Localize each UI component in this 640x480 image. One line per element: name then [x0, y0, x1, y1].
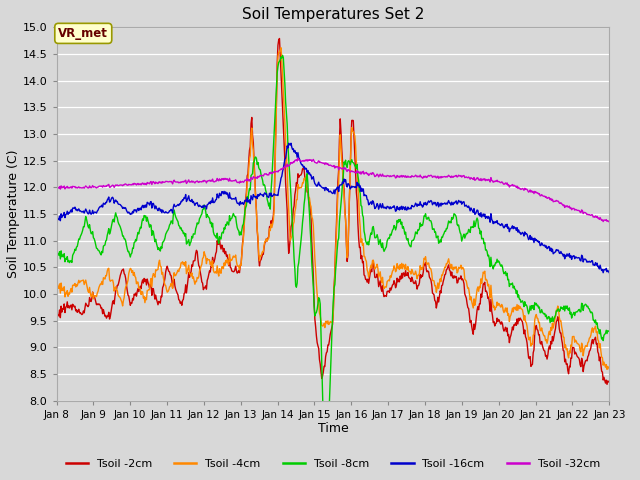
Title: Soil Temperatures Set 2: Soil Temperatures Set 2	[242, 7, 424, 22]
Legend: Tsoil -2cm, Tsoil -4cm, Tsoil -8cm, Tsoil -16cm, Tsoil -32cm: Tsoil -2cm, Tsoil -4cm, Tsoil -8cm, Tsoi…	[61, 455, 605, 474]
X-axis label: Time: Time	[317, 422, 348, 435]
Text: VR_met: VR_met	[58, 27, 108, 40]
Y-axis label: Soil Temperature (C): Soil Temperature (C)	[7, 150, 20, 278]
